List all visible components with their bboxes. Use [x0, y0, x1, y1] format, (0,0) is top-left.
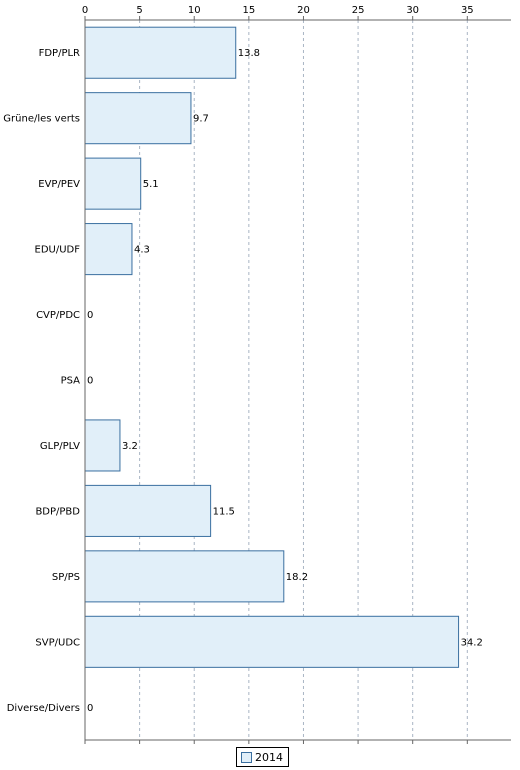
bar [84, 419, 121, 472]
gridlines [139, 20, 468, 740]
bar [84, 92, 192, 145]
value-label: 34.2 [461, 637, 483, 648]
legend-swatch [241, 751, 252, 763]
value-label: 13.8 [238, 48, 260, 59]
bar [84, 550, 285, 603]
category-label: SP/PS [52, 572, 80, 583]
axes [84, 16, 511, 744]
bar [84, 484, 212, 537]
x-tick-label: 35 [461, 5, 474, 16]
x-tick-label: 0 [82, 5, 88, 16]
bar [84, 26, 237, 79]
category-label: FDP/PLR [39, 48, 80, 59]
category-label: Grüne/les verts [3, 114, 80, 125]
value-label: 0 [87, 703, 93, 714]
value-label: 0 [87, 376, 93, 387]
x-tick-label: 25 [352, 5, 365, 16]
category-label: CVP/PDC [36, 310, 80, 321]
value-label: 18.2 [286, 572, 308, 583]
category-label: BDP/PBD [35, 506, 80, 517]
value-label: 3.2 [122, 441, 138, 452]
category-label: GLP/PLV [40, 441, 80, 452]
value-label: 11.5 [213, 506, 235, 517]
legend-label: 2014 [255, 750, 283, 764]
bar [84, 223, 133, 276]
bars [84, 26, 460, 668]
x-tick-label: 10 [188, 5, 201, 16]
category-label: SVP/UDC [35, 637, 80, 648]
x-tick-label: 20 [297, 5, 310, 16]
x-tick-label: 30 [406, 5, 419, 16]
x-tick-label: 5 [136, 5, 142, 16]
value-label: 5.1 [143, 179, 159, 190]
category-label: Diverse/Divers [7, 703, 80, 714]
x-tick-label: 15 [242, 5, 255, 16]
value-label: 4.3 [134, 245, 150, 256]
category-label: EVP/PEV [38, 179, 80, 190]
bar [84, 157, 142, 210]
value-label: 9.7 [193, 114, 209, 125]
labels: 0 5 10 15 20 25 30 35 FDP/PLR 13.8 Grüne/les verts… [3, 5, 483, 714]
category-label: PSA [61, 376, 81, 387]
bar [84, 615, 460, 668]
legend: 2014 [236, 747, 289, 767]
value-label: 0 [87, 310, 93, 321]
category-label: EDU/UDF [35, 245, 81, 256]
